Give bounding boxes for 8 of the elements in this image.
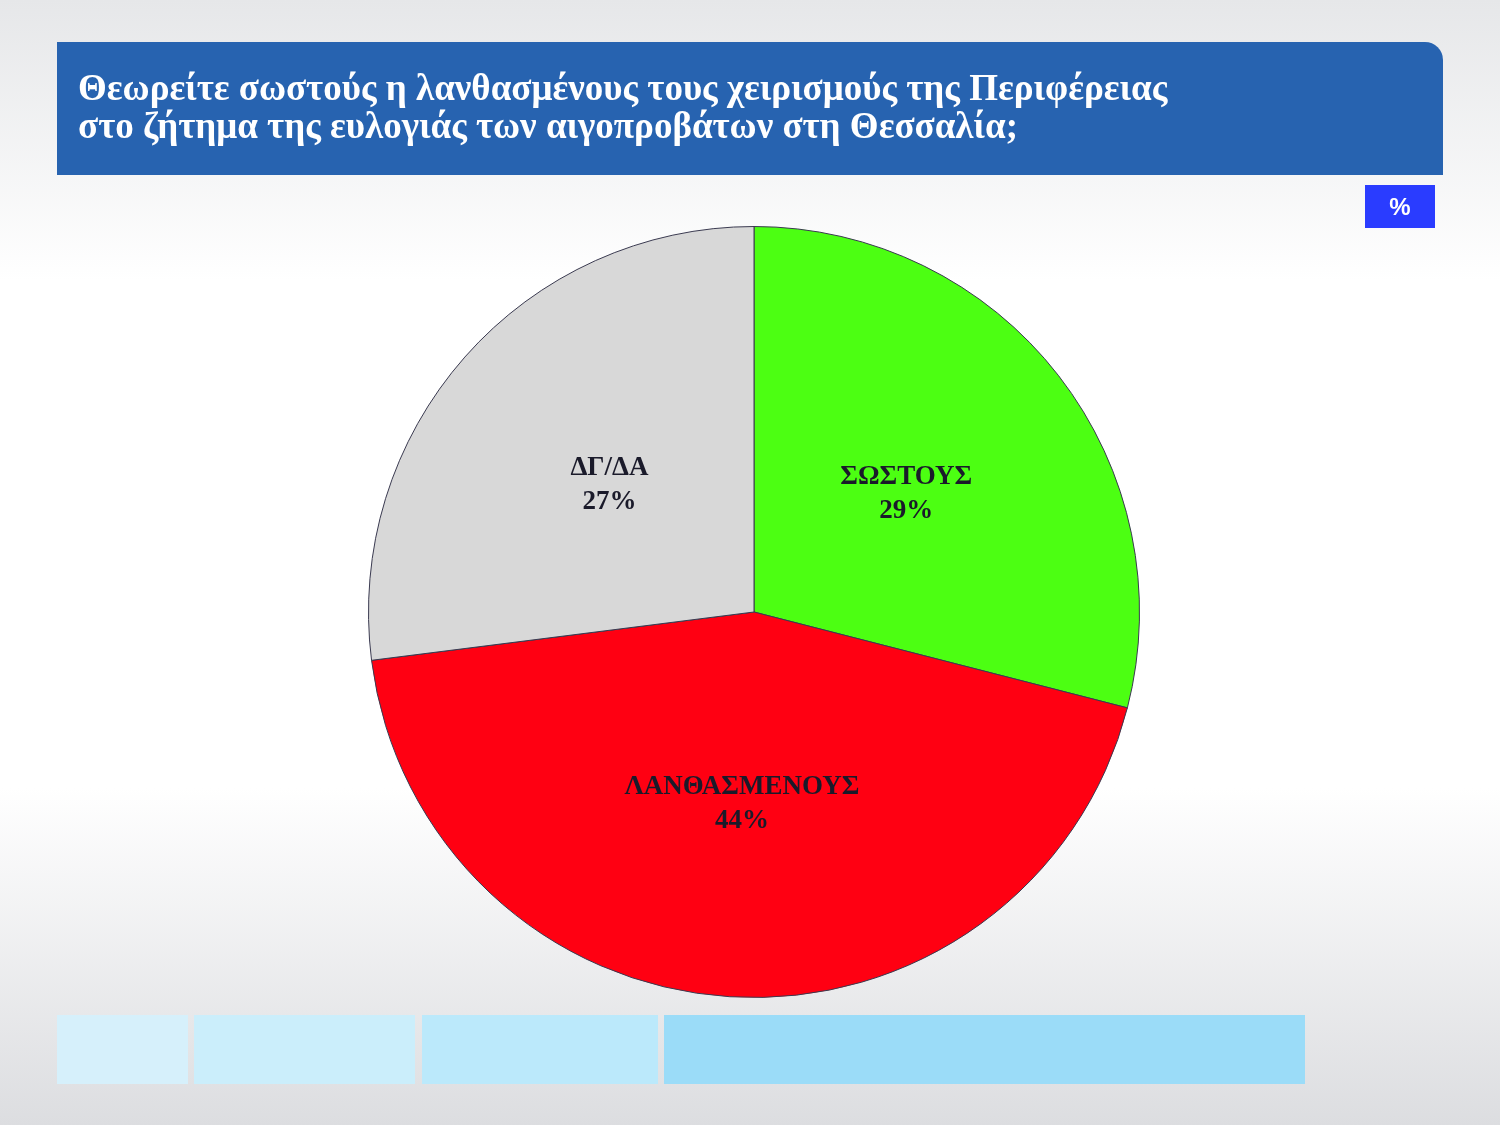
chart-title: Θεωρείτε σωστούς η λανθασμένους τους χειρισμούς της Περιφέρειας στο ζήτημα της ευλογιάς των αιγοπροβάτων στη Θεσσαλία; [78,67,1169,146]
slice-label: ΛΑΝΘΑΣΜΕΝΟΥΣ [624,770,860,801]
slice-label: ΔΓ/ΔΑ [570,450,649,481]
data-label: 27% [582,484,637,515]
data-label: 29% [879,493,934,524]
text: % [1365,185,1435,228]
slice-label: ΣΩΣΤΟΥΣ [840,459,973,490]
data-label: 44% [714,804,769,835]
